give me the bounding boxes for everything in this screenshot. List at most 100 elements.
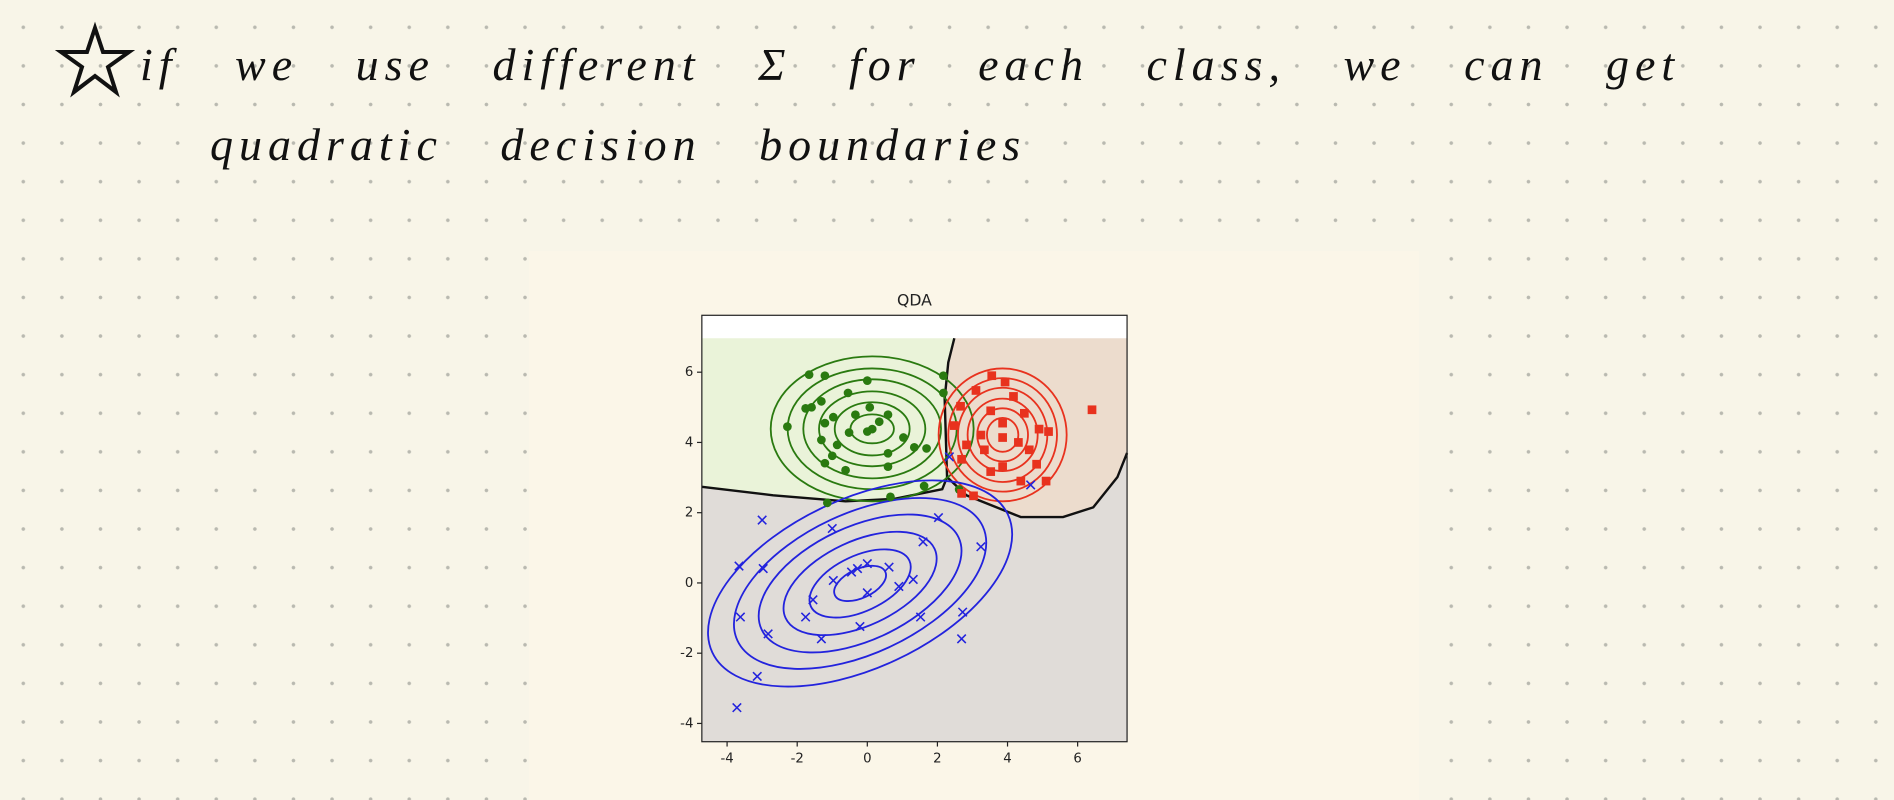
point bbox=[1009, 392, 1018, 401]
point bbox=[949, 421, 959, 430]
point bbox=[874, 417, 884, 427]
point bbox=[820, 371, 830, 381]
point bbox=[956, 634, 967, 644]
point bbox=[757, 515, 767, 525]
point bbox=[971, 386, 981, 395]
point bbox=[976, 430, 986, 440]
point bbox=[828, 412, 838, 422]
point bbox=[939, 388, 948, 398]
blue-contours bbox=[707, 479, 1014, 688]
point bbox=[899, 433, 908, 442]
point bbox=[817, 435, 826, 445]
point bbox=[939, 371, 948, 381]
point bbox=[883, 410, 893, 420]
point bbox=[1025, 480, 1036, 490]
x-tick-label: 0 bbox=[863, 752, 871, 767]
point bbox=[822, 498, 832, 508]
point bbox=[841, 465, 850, 475]
point bbox=[844, 428, 854, 437]
point bbox=[894, 581, 904, 592]
point bbox=[1034, 424, 1044, 434]
point bbox=[998, 418, 1007, 428]
note-line: if we use different Σ for each class, we… bbox=[140, 39, 1681, 90]
chart-title: QDA bbox=[897, 290, 932, 309]
point bbox=[886, 492, 895, 502]
y-tick-label: -4 bbox=[680, 716, 693, 731]
y-tick-label: 6 bbox=[685, 365, 693, 380]
point bbox=[1032, 459, 1041, 469]
point bbox=[855, 621, 865, 632]
point bbox=[883, 462, 893, 472]
plot-frame bbox=[701, 314, 1128, 743]
point bbox=[986, 467, 996, 476]
point bbox=[865, 402, 875, 412]
point bbox=[919, 481, 929, 491]
point bbox=[820, 458, 830, 468]
point bbox=[918, 537, 928, 547]
point bbox=[915, 612, 926, 622]
point bbox=[816, 634, 827, 644]
point bbox=[969, 491, 978, 501]
point bbox=[1087, 405, 1097, 415]
point bbox=[800, 612, 811, 622]
point bbox=[783, 422, 792, 431]
y-tick-label: 0 bbox=[685, 576, 693, 591]
point bbox=[808, 595, 818, 605]
point bbox=[957, 607, 968, 617]
point bbox=[1024, 445, 1034, 455]
point bbox=[820, 418, 830, 428]
point bbox=[734, 561, 744, 571]
point bbox=[957, 454, 966, 464]
point bbox=[735, 612, 746, 622]
point bbox=[1000, 377, 1010, 387]
y-tick-label: 2 bbox=[685, 506, 693, 521]
point bbox=[1041, 476, 1051, 486]
point bbox=[909, 443, 919, 452]
point bbox=[986, 406, 996, 416]
point bbox=[862, 558, 873, 569]
point bbox=[852, 563, 863, 574]
note-line: quadratic decision boundaries bbox=[210, 119, 1027, 170]
point bbox=[944, 452, 955, 462]
point bbox=[862, 587, 873, 598]
x-tick-label: -4 bbox=[720, 752, 733, 767]
point bbox=[1014, 438, 1023, 447]
point bbox=[827, 523, 838, 534]
point bbox=[1020, 408, 1029, 418]
point bbox=[828, 575, 839, 586]
point bbox=[998, 462, 1007, 472]
point bbox=[962, 440, 971, 450]
point bbox=[956, 401, 965, 411]
point bbox=[957, 489, 966, 498]
point bbox=[987, 371, 997, 381]
point bbox=[763, 629, 773, 639]
point bbox=[933, 512, 944, 523]
x-tick-label: 6 bbox=[1073, 752, 1081, 767]
point bbox=[843, 388, 853, 398]
point bbox=[922, 444, 931, 453]
point bbox=[1016, 476, 1026, 486]
y-tick-label: -2 bbox=[680, 646, 693, 661]
point bbox=[832, 440, 842, 450]
point bbox=[998, 433, 1007, 442]
point bbox=[884, 562, 894, 572]
point bbox=[758, 563, 768, 574]
point bbox=[732, 702, 742, 713]
point bbox=[846, 567, 857, 577]
x-tick-label: -2 bbox=[791, 752, 804, 767]
point bbox=[862, 376, 872, 385]
point bbox=[851, 410, 860, 420]
x-tick-label: 2 bbox=[933, 752, 941, 767]
x-tick-label: 4 bbox=[1003, 752, 1011, 767]
point bbox=[817, 396, 826, 406]
region-green bbox=[701, 338, 955, 502]
point bbox=[807, 402, 816, 412]
point bbox=[980, 445, 989, 455]
point bbox=[908, 574, 919, 585]
point bbox=[1044, 427, 1053, 436]
y-tick-label: 4 bbox=[685, 435, 693, 450]
point bbox=[804, 370, 814, 379]
point bbox=[752, 671, 763, 682]
